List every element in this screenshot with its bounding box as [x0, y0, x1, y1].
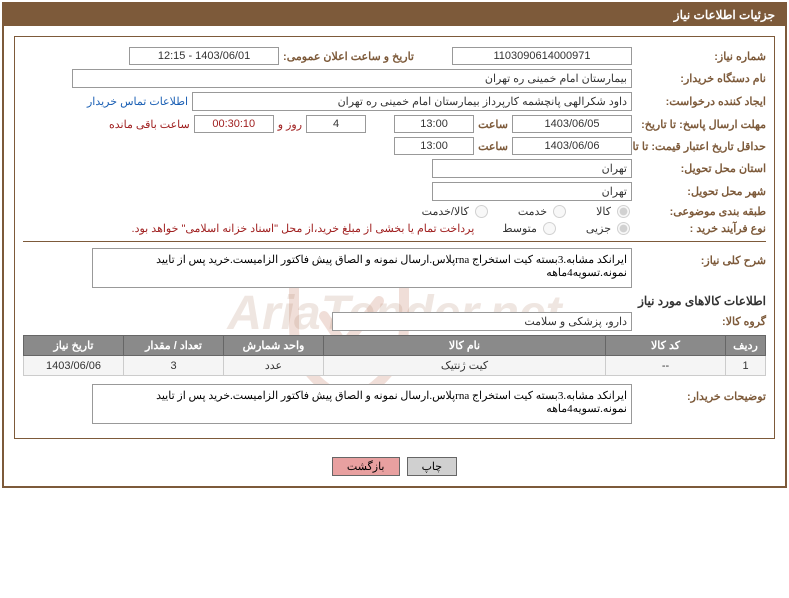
summary-label: شرح کلی نیاز: — [636, 248, 766, 267]
city-value: تهران — [432, 182, 632, 201]
validity-label: حداقل تاریخ اعتبار قیمت: تا تاریخ: — [636, 140, 766, 153]
td-row: 1 — [726, 356, 766, 376]
radio-service — [553, 205, 566, 218]
th-row: ردیف — [726, 336, 766, 356]
button-row: چاپ بازگشت — [14, 449, 775, 476]
days-remaining: 4 — [306, 115, 366, 133]
radio-medium-label: متوسط — [502, 222, 537, 235]
buyer-org-value: بیمارستان امام خمینی ره تهران — [72, 69, 632, 88]
td-code: -- — [606, 356, 726, 376]
province-label: استان محل تحویل: — [636, 162, 766, 175]
goods-info-title: اطلاعات کالاهای مورد نیاز — [23, 294, 766, 308]
radio-both-label: کالا/خدمت — [422, 205, 469, 218]
buyer-notes-label: توضیحات خریدار: — [636, 384, 766, 403]
announce-date-label: تاریخ و ساعت اعلان عمومی: — [283, 50, 414, 63]
deadline-time-label: ساعت — [478, 118, 508, 131]
days-word: روز و — [278, 118, 302, 131]
need-number-value: 1103090614000971 — [452, 47, 632, 65]
city-label: شهر محل تحویل: — [636, 185, 766, 198]
radio-small — [617, 222, 630, 235]
deadline-date: 1403/06/05 — [512, 115, 632, 133]
td-date: 1403/06/06 — [24, 356, 124, 376]
th-qty: تعداد / مقدار — [124, 336, 224, 356]
buyer-notes-textarea — [92, 384, 632, 424]
main-panel: جزئیات اطلاعات نیاز AriaTender.net شماره… — [2, 2, 787, 488]
deadline-label: مهلت ارسال پاسخ: تا تاریخ: — [636, 118, 766, 131]
goods-group-value: دارو، پزشکی و سلامت — [332, 312, 632, 331]
process-label: نوع فرآیند خرید : — [636, 222, 766, 235]
th-name: نام کالا — [324, 336, 606, 356]
buyer-contact-link[interactable]: اطلاعات تماس خریدار — [87, 95, 188, 108]
th-date: تاریخ نیاز — [24, 336, 124, 356]
goods-group-label: گروه کالا: — [636, 315, 766, 328]
announce-date-value: 1403/06/01 - 12:15 — [129, 47, 279, 65]
td-qty: 3 — [124, 356, 224, 376]
th-code: کد کالا — [606, 336, 726, 356]
buyer-org-label: نام دستگاه خریدار: — [636, 72, 766, 85]
table-row: 1 -- کیت ژنتیک عدد 3 1403/06/06 — [24, 356, 766, 376]
radio-service-label: خدمت — [518, 205, 547, 218]
validity-date: 1403/06/06 — [512, 137, 632, 155]
payment-note: پرداخت تمام یا بخشی از مبلغ خرید،از محل … — [132, 222, 475, 235]
td-name: کیت ژنتیک — [324, 356, 606, 376]
requester-label: ایجاد کننده درخواست: — [636, 95, 766, 108]
radio-both — [475, 205, 488, 218]
details-fieldset: شماره نیاز: 1103090614000971 تاریخ و ساع… — [14, 36, 775, 439]
deadline-time: 13:00 — [394, 115, 474, 133]
requester-value: داود شکرالهی پانچشمه کارپرداز بیمارستان … — [192, 92, 632, 111]
panel-title: جزئیات اطلاعات نیاز — [4, 4, 785, 26]
summary-textarea — [92, 248, 632, 288]
panel-body: AriaTender.net شماره نیاز: 1103090614000… — [4, 26, 785, 486]
need-number-label: شماره نیاز: — [636, 50, 766, 63]
radio-small-label: جزیی — [586, 222, 611, 235]
validity-time-label: ساعت — [478, 140, 508, 153]
print-button[interactable]: چاپ — [407, 457, 458, 476]
th-unit: واحد شمارش — [224, 336, 324, 356]
radio-goods-label: کالا — [596, 205, 611, 218]
separator-line — [23, 241, 766, 242]
radio-medium — [543, 222, 556, 235]
table-header-row: ردیف کد کالا نام کالا واحد شمارش تعداد /… — [24, 336, 766, 356]
validity-time: 13:00 — [394, 137, 474, 155]
goods-table: ردیف کد کالا نام کالا واحد شمارش تعداد /… — [23, 335, 766, 376]
td-unit: عدد — [224, 356, 324, 376]
remaining-label: ساعت باقی مانده — [109, 118, 190, 131]
back-button[interactable]: بازگشت — [332, 457, 400, 476]
province-value: تهران — [432, 159, 632, 178]
time-remaining: 00:30:10 — [194, 115, 274, 133]
radio-goods — [617, 205, 630, 218]
category-label: طبقه بندی موضوعی: — [636, 205, 766, 218]
